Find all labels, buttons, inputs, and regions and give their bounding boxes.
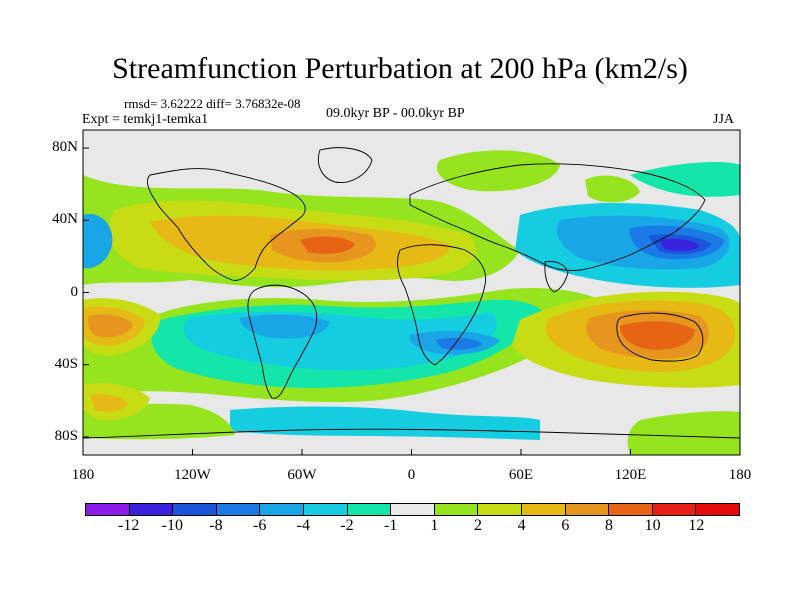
colorbar-label: -12 (117, 517, 140, 534)
x-tick-label: 120E (614, 467, 647, 483)
contour-red-natl (300, 236, 355, 254)
experiment-label: Expt = temkj1-temka1 (82, 112, 209, 127)
x-tick-label: 120W (174, 467, 211, 483)
colorbar (85, 503, 740, 516)
contour-green-se (627, 411, 740, 455)
x-tick-label: 180 (71, 467, 95, 483)
colorbar-swatch (609, 504, 653, 515)
colorbar-swatch (434, 504, 479, 515)
x-tick-label: 0 (407, 467, 416, 483)
colorbar-swatch (478, 504, 522, 515)
colorbar-label: -4 (296, 517, 310, 534)
contour-blue-sa (240, 314, 330, 339)
contour-green-siberia (585, 175, 640, 203)
contour-green-arctic (436, 150, 560, 192)
colorbar-swatch (216, 504, 261, 515)
y-tick-label: 80N (52, 139, 78, 156)
colorbar-swatch (347, 504, 392, 515)
coast-antarctica (83, 428, 740, 439)
coast-australia (616, 312, 704, 362)
colorbar-label: 4 (517, 517, 526, 534)
contour-cyan-antarctic (230, 406, 540, 440)
season-label: JJA (713, 112, 735, 127)
coast-north-america (147, 168, 306, 281)
colorbar-label: -1 (383, 517, 398, 534)
x-tick-label: 60E (508, 467, 534, 483)
y-tick-label: 0 (70, 283, 79, 300)
coast-africa (397, 244, 487, 366)
contour-dkblue-safr (435, 337, 482, 350)
colorbar-label: -8 (209, 517, 223, 534)
axis-ticks (82, 147, 741, 455)
contour-field (83, 130, 740, 455)
colorbar-swatch (260, 504, 304, 515)
contour-green-nw-pacific (630, 162, 740, 197)
colorbar-label: 10 (644, 517, 661, 534)
y-tick-label: 80S (54, 427, 78, 444)
colorbar-label: -10 (161, 517, 183, 534)
coastlines (83, 147, 740, 439)
colorbar-swatch (303, 504, 348, 515)
colorbar-swatch (565, 504, 610, 515)
x-tick-label: 180 (728, 467, 752, 483)
colorbar-swatch (652, 504, 697, 515)
x-tick-label: 60W (287, 467, 317, 483)
y-tick-label: 40S (54, 355, 78, 372)
colorbar-swatch (129, 504, 174, 515)
contour-dkorange-wpac-s (87, 314, 133, 338)
colorbar-label: 6 (561, 517, 570, 534)
plot-title: Streamfunction Perturbation at 200 hPa (… (112, 52, 688, 85)
contour-orange-sw (90, 394, 128, 412)
coast-south-america (247, 284, 318, 399)
coast-india (544, 261, 569, 293)
colorbar-label: 12 (688, 517, 705, 534)
contour-red-aus (620, 321, 695, 350)
colorbar-swatch (173, 504, 217, 515)
coast-eurasia (409, 163, 706, 271)
statistics-label: rmsd= 3.62222 diff= 3.76832e-08 (124, 96, 301, 111)
coast-greenland (317, 147, 373, 183)
contour-blue-west (83, 214, 113, 269)
colorbar-swatch (86, 504, 130, 515)
colorbar-label: 1 (430, 517, 439, 534)
colorbar-label: -2 (340, 517, 354, 534)
contour-indigo-npac (660, 238, 700, 251)
colorbar-label: 8 (605, 517, 613, 534)
period-label: 09.0kyr BP - 00.0kyr BP (326, 106, 465, 121)
colorbar-swatch (696, 504, 739, 515)
colorbar-label: -6 (252, 517, 267, 534)
y-tick-label: 40N (52, 211, 78, 228)
colorbar-label: 2 (474, 517, 482, 534)
colorbar-swatch (521, 504, 566, 515)
colorbar-swatch (391, 504, 435, 515)
